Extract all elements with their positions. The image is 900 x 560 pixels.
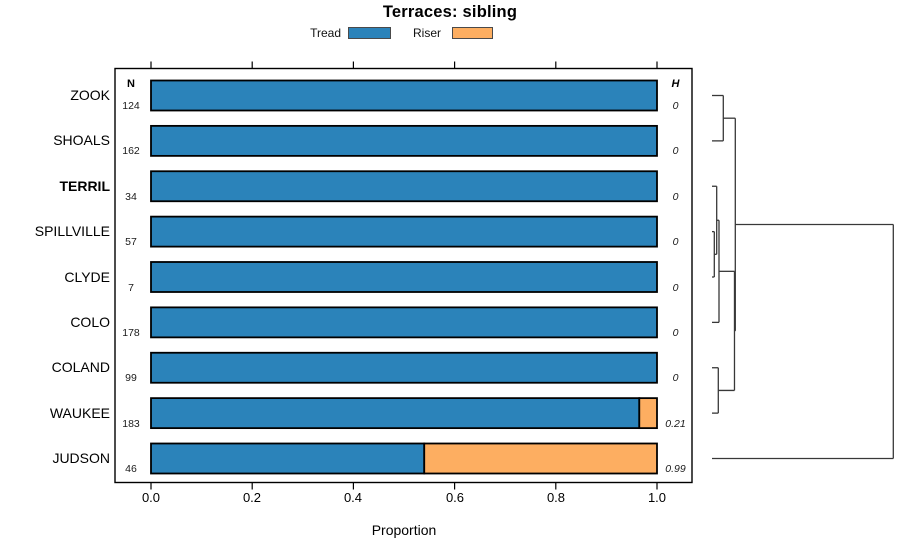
row-label: SPILLVILLE <box>34 223 110 240</box>
bar-segment-tread <box>150 170 658 203</box>
h-column-header: H <box>671 78 680 90</box>
h-value: 0 <box>672 326 679 339</box>
bar-segment-tread <box>150 124 658 157</box>
n-column-header: N <box>127 78 135 90</box>
row-label: COLO <box>70 313 110 330</box>
chart-title: Terraces: sibling <box>382 3 518 21</box>
row-label: ZOOK <box>70 87 110 103</box>
bar-segment-tread <box>150 306 658 339</box>
plot-box <box>114 67 693 484</box>
n-value: 162 <box>122 145 140 158</box>
h-value: 0 <box>672 372 679 385</box>
x-tick-label-3: 0.6 <box>445 490 465 505</box>
legend-label-riser: Riser <box>412 26 441 40</box>
bar-segment-tread <box>150 351 658 384</box>
bar-segment-tread <box>150 261 658 293</box>
bar-segment-riser <box>423 442 658 475</box>
x-tick-label-4: 0.8 <box>546 490 566 505</box>
h-value: 0.99 <box>665 463 686 475</box>
bar-segment-tread <box>150 397 641 430</box>
row-label: JUDSON <box>52 450 110 466</box>
n-value: 99 <box>125 372 137 385</box>
h-value: 0 <box>672 281 679 294</box>
row-label: COLAND <box>51 359 110 376</box>
row-label: WAUKEE <box>49 404 110 421</box>
row-label: CLYDE <box>64 268 110 285</box>
n-value: 124 <box>122 100 140 112</box>
n-value: 178 <box>122 326 140 339</box>
legend-swatch-tread <box>348 27 391 39</box>
bar-segment-riser <box>638 397 658 430</box>
legend-label-tread: Tread <box>310 26 341 40</box>
x-tick-label-5: 1.0 <box>647 490 667 505</box>
n-value: 7 <box>128 281 134 294</box>
x-tick-label-1: 0.2 <box>242 490 262 505</box>
n-value: 46 <box>125 463 137 475</box>
x-tick-label-2: 0.4 <box>343 490 363 505</box>
x-axis-title: Proportion <box>371 522 437 538</box>
bar-segment-tread <box>150 215 658 248</box>
row-label: TERRIL <box>59 177 110 194</box>
n-value: 34 <box>125 190 137 203</box>
bar-segment-tread <box>150 442 426 475</box>
bar-segment-tread <box>150 79 658 112</box>
n-value: 57 <box>125 236 137 249</box>
h-value: 0 <box>672 100 679 112</box>
legend-swatch-riser <box>452 27 493 39</box>
x-tick-label-0: 0.0 <box>141 490 161 505</box>
h-value: 0 <box>672 190 679 203</box>
row-label: SHOALS <box>53 132 110 149</box>
dendrogram <box>712 94 894 460</box>
h-value: 0.21 <box>665 417 686 430</box>
bar-series <box>150 79 658 475</box>
h-value: 0 <box>672 236 679 249</box>
n-value: 183 <box>122 417 140 430</box>
h-value: 0 <box>672 145 679 158</box>
axis-ticks <box>150 61 658 490</box>
